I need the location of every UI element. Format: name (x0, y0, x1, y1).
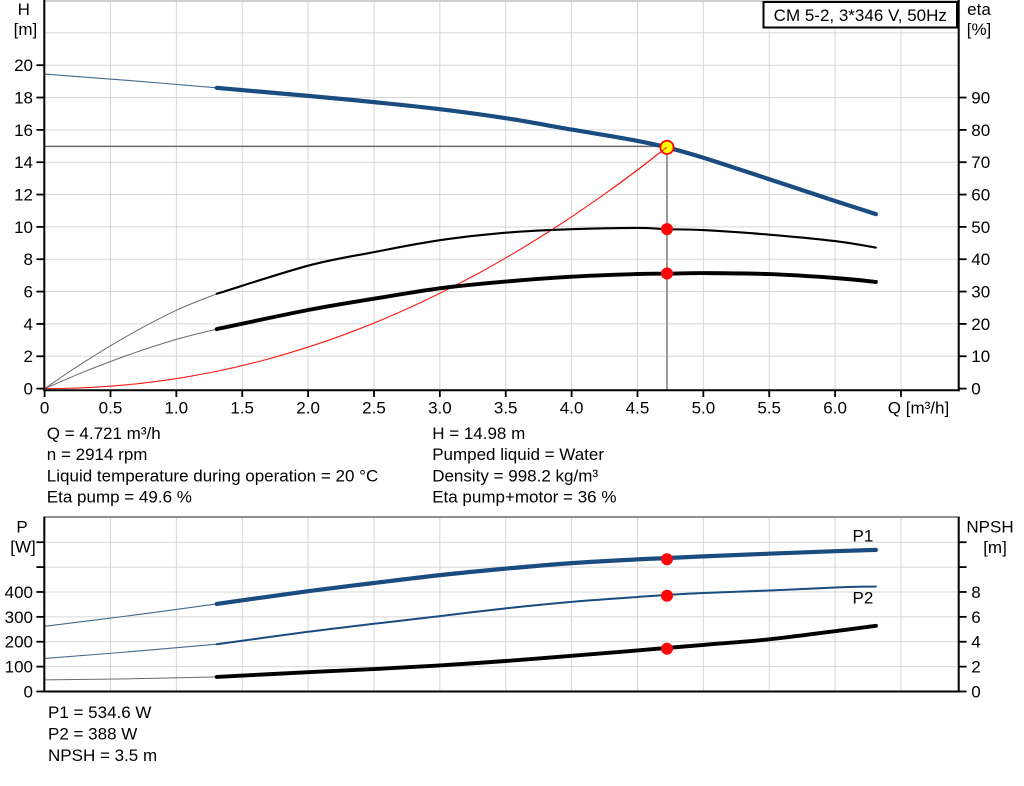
svg-text:Eta pump+motor = 36 %: Eta pump+motor = 36 % (432, 487, 616, 506)
svg-text:1.5: 1.5 (230, 398, 254, 417)
svg-text:18: 18 (14, 88, 33, 107)
svg-text:6.0: 6.0 (823, 398, 847, 417)
svg-text:90: 90 (971, 88, 990, 107)
svg-text:0.5: 0.5 (99, 398, 123, 417)
svg-text:[%]: [%] (967, 20, 992, 39)
svg-text:50: 50 (971, 218, 990, 237)
svg-text:NPSH: NPSH (966, 518, 1013, 537)
svg-text:80: 80 (971, 121, 990, 140)
svg-text:300: 300 (5, 608, 33, 627)
svg-text:3.0: 3.0 (428, 398, 452, 417)
svg-text:10: 10 (971, 347, 990, 366)
svg-text:4.0: 4.0 (560, 398, 584, 417)
svg-text:4: 4 (24, 315, 33, 334)
svg-text:eta: eta (967, 0, 991, 19)
svg-text:5.5: 5.5 (757, 398, 781, 417)
svg-text:P1: P1 (853, 526, 874, 545)
svg-text:H: H (18, 0, 30, 19)
svg-text:2.0: 2.0 (296, 398, 320, 417)
svg-text:n = 2914 rpm: n = 2914 rpm (47, 445, 148, 464)
svg-text:0: 0 (40, 398, 49, 417)
svg-text:14: 14 (14, 153, 33, 172)
svg-text:Density = 998.2 kg/m³: Density = 998.2 kg/m³ (432, 466, 598, 485)
svg-text:0: 0 (971, 380, 980, 399)
svg-text:8: 8 (24, 250, 33, 269)
svg-text:0: 0 (24, 682, 33, 701)
svg-text:5.0: 5.0 (692, 398, 716, 417)
svg-text:40: 40 (971, 250, 990, 269)
svg-text:Q [m³/h]: Q [m³/h] (888, 398, 949, 417)
svg-text:6: 6 (24, 283, 33, 302)
svg-text:P2: P2 (853, 589, 874, 608)
svg-text:Eta pump = 49.6 %: Eta pump = 49.6 % (47, 487, 192, 506)
svg-text:Pumped liquid = Water: Pumped liquid = Water (432, 445, 604, 464)
svg-text:P1 = 534.6 W: P1 = 534.6 W (48, 703, 151, 722)
svg-text:2.5: 2.5 (362, 398, 386, 417)
svg-text:20: 20 (971, 315, 990, 334)
svg-text:Liquid temperature during oper: Liquid temperature during operation = 20… (47, 466, 378, 485)
svg-text:10: 10 (14, 218, 33, 237)
svg-text:Q = 4.721 m³/h: Q = 4.721 m³/h (47, 424, 161, 443)
svg-text:H = 14.98 m: H = 14.98 m (432, 424, 525, 443)
svg-text:60: 60 (971, 186, 990, 205)
svg-text:[W]: [W] (10, 538, 36, 557)
svg-text:6: 6 (971, 608, 980, 627)
svg-text:20: 20 (14, 56, 33, 75)
svg-text:100: 100 (5, 658, 33, 677)
svg-text:0: 0 (971, 682, 980, 701)
svg-text:30: 30 (971, 283, 990, 302)
svg-text:16: 16 (14, 121, 33, 140)
svg-text:4.5: 4.5 (626, 398, 650, 417)
svg-text:NPSH = 3.5 m: NPSH = 3.5 m (48, 746, 157, 765)
svg-text:12: 12 (14, 186, 33, 205)
svg-text:8: 8 (971, 583, 980, 602)
svg-text:400: 400 (5, 583, 33, 602)
svg-text:P: P (16, 518, 27, 537)
svg-text:2: 2 (24, 347, 33, 366)
svg-text:[m]: [m] (983, 538, 1007, 557)
svg-text:200: 200 (5, 633, 33, 652)
svg-text:2: 2 (971, 658, 980, 677)
svg-text:1.0: 1.0 (164, 398, 188, 417)
svg-text:P2 = 388 W: P2 = 388 W (48, 725, 137, 744)
svg-text:0: 0 (24, 380, 33, 399)
svg-text:70: 70 (971, 153, 990, 172)
svg-text:CM 5-2, 3*346 V, 50Hz: CM 5-2, 3*346 V, 50Hz (774, 6, 947, 25)
svg-text:3.5: 3.5 (494, 398, 518, 417)
svg-text:[m]: [m] (14, 20, 38, 39)
svg-text:4: 4 (971, 633, 980, 652)
